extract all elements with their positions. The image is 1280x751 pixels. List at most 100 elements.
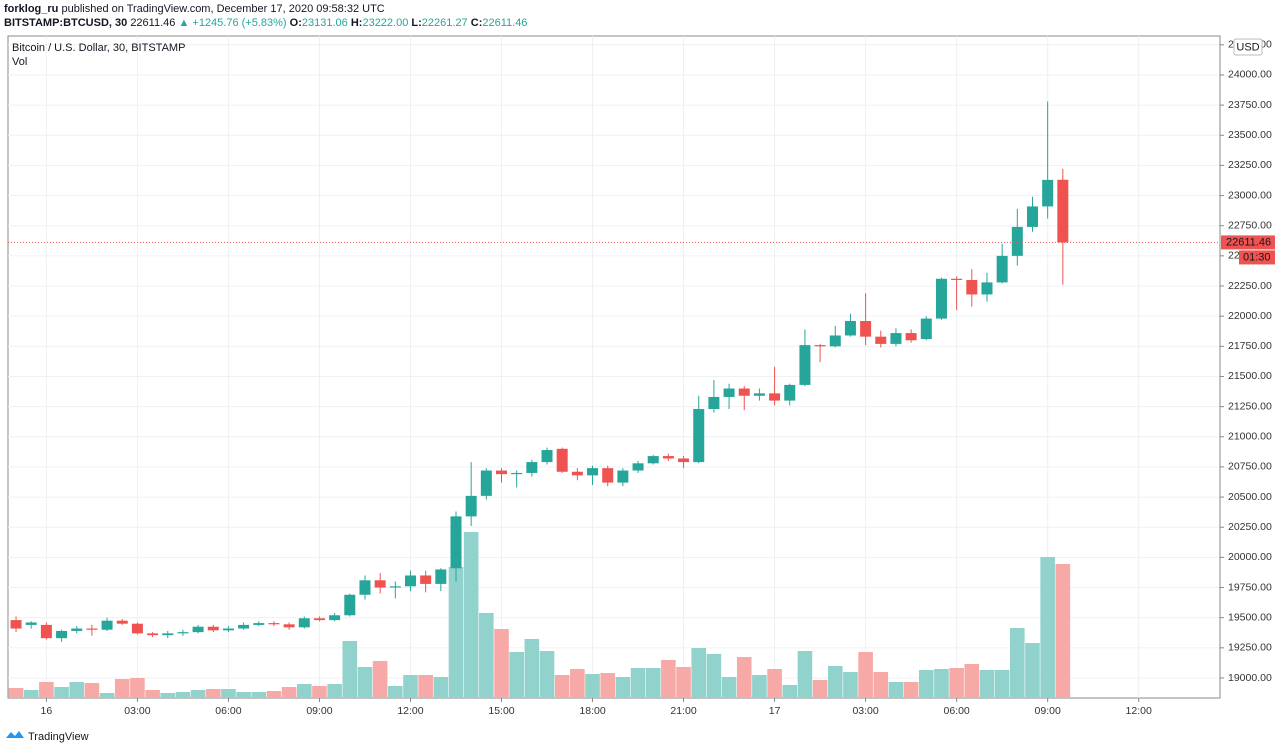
volume-bar [570,669,585,698]
y-tick-label: 21750.00 [1228,340,1272,352]
volume-bar [190,690,206,698]
volume-bar [448,567,464,698]
volume-bar [266,691,282,698]
candle-body [723,388,735,397]
countdown-tag [1239,250,1275,265]
candle-body [738,388,750,396]
candle-body [541,450,553,463]
volume-bar [706,654,722,698]
candle-body [313,618,325,621]
y-tick-label: 20000.00 [1228,551,1272,563]
volume-bar [84,683,100,698]
volume-bar [494,629,509,698]
currency[interactable]: USD [1236,41,1259,53]
logo [6,731,24,738]
y-tick-label: 23250.00 [1228,159,1272,171]
candle-body [966,279,978,295]
candle-body [632,463,644,471]
candle-body [587,468,599,476]
ohlc-label: C: [471,17,483,29]
candle-body [1011,226,1023,256]
volume-bar [8,688,24,698]
ohlc-value: 23131.06 [302,17,348,29]
candle-body [283,624,295,628]
price: 22611.46 [130,17,175,29]
candle-body [56,630,68,639]
volume-bar [388,686,403,698]
y-tick-label: 23500.00 [1228,129,1272,141]
candle-body [329,615,341,621]
y-tick-label: 20500.00 [1228,491,1272,503]
volume-bar [281,687,297,698]
y-tick-label: 21500.00 [1228,370,1272,382]
y-tick-label: 23750.00 [1228,99,1272,111]
candle-body [860,320,872,337]
volume-bar [979,670,995,698]
volume-bar [630,668,646,698]
candle-body [996,255,1008,283]
volume-bar [964,664,980,698]
volume-bar [524,639,540,698]
candle-body [571,471,583,476]
volume-bar [721,677,737,698]
candle-body [374,580,386,588]
volume-bar [782,685,798,698]
ohlc-value: 23222.00 [362,17,408,29]
candle-body [177,632,189,634]
candle-body [784,384,796,401]
y-tick-label: 23000.00 [1228,189,1272,201]
ohlc-value: 22261.27 [422,17,468,29]
candle-body [162,633,174,636]
y-tick-label: 20750.00 [1228,461,1272,473]
volume-bar [645,668,661,698]
volume [8,532,1071,698]
volume-bar [949,668,964,698]
last-price-tag [1221,235,1275,250]
candle-body [86,628,98,630]
volume-bar [812,680,828,698]
volume-bar [99,693,115,698]
volume-bar [114,679,130,698]
volume-bar [1025,643,1040,698]
candle-body [25,622,37,625]
candle-body [920,318,932,340]
y-tick-label: 20250.00 [1228,521,1272,533]
candle-body [40,624,52,639]
candle-body [753,393,765,396]
candle-body [480,470,492,496]
ohlc-label: O: [290,17,302,29]
volume-bar [827,666,843,698]
volume-bar [554,675,570,698]
volume-bar [23,690,39,698]
volume-bar [54,687,69,698]
candle-body [101,620,113,630]
candle-body [693,409,705,463]
ohlc-label: H: [351,17,363,29]
candle-body [222,628,234,631]
x-tick-label: 06:00 [943,705,969,717]
footer: TradingView [28,731,89,743]
candle-body [905,333,917,341]
volume-bar [145,690,160,698]
change: ▲ +1245.76 (+5.83%) [178,17,286,29]
volume-bar [1055,564,1071,698]
candle-body [147,633,159,636]
y-tick-label: 19750.00 [1228,581,1272,593]
currency-button[interactable] [1233,38,1263,56]
candle-body [420,575,432,584]
ohlc-value: 22611.46 [482,17,527,29]
volume-bar [403,675,418,698]
volume-bar [691,648,707,698]
x-tick-label: 18:00 [579,705,605,717]
volume-bar [296,684,312,698]
x-tick-label: 17 [769,705,781,717]
countdown: 01:30 [1243,251,1271,263]
candle-body [769,393,781,401]
volume-bar [752,675,767,698]
volume-bar [1040,557,1055,698]
volume-bar [479,613,494,698]
candle-body [435,569,447,584]
volume-bar [175,692,191,698]
